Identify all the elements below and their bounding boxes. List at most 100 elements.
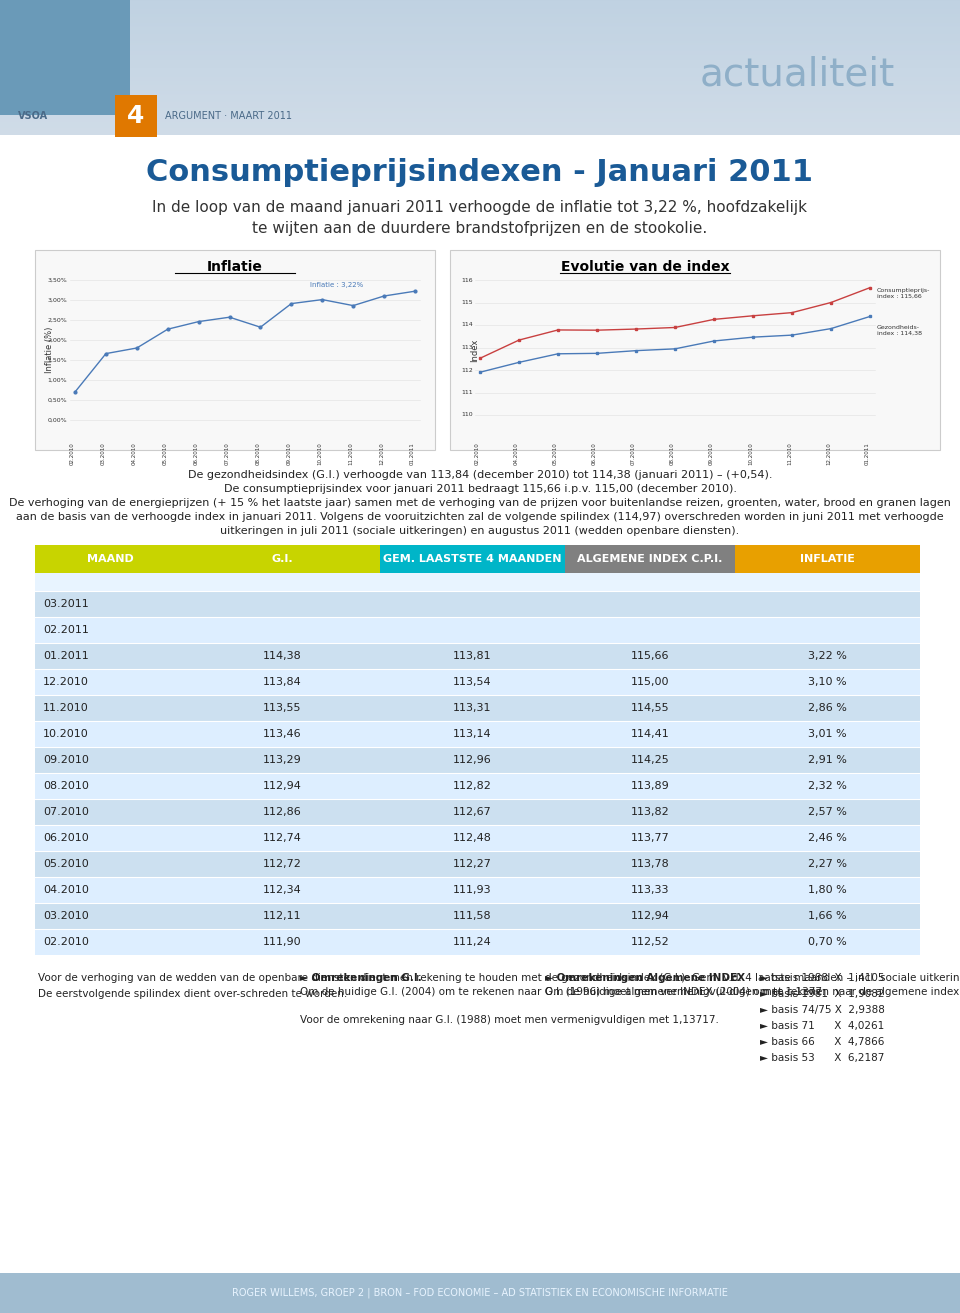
Text: 3,50%: 3,50% — [47, 277, 67, 282]
Text: 12.2010: 12.2010 — [379, 442, 384, 465]
Text: ► basis 74/75 X  2,9388: ► basis 74/75 X 2,9388 — [760, 1004, 885, 1015]
Text: MAAND: MAAND — [86, 554, 133, 565]
Text: ► basis 1988  X  1,4105: ► basis 1988 X 1,4105 — [760, 973, 884, 983]
Text: 2,27 %: 2,27 % — [808, 859, 847, 869]
Text: Om de huidige algemene INDEX (2004) om te rekenen naar de algemene index (1996) : Om de huidige algemene INDEX (2004) om t… — [545, 987, 960, 997]
Text: ► Omrekeningen G.I.: ► Omrekeningen G.I. — [300, 973, 421, 983]
Text: De consumptieprijsindex voor januari 2011 bedraagt 115,66 i.p.v. 115,00 (decembe: De consumptieprijsindex voor januari 201… — [224, 484, 736, 494]
Text: 113,84: 113,84 — [263, 678, 301, 687]
Bar — [185, 545, 380, 572]
Text: 112,74: 112,74 — [263, 832, 302, 843]
Bar — [35, 930, 920, 955]
Bar — [115, 95, 157, 137]
Text: VSOA: VSOA — [18, 112, 48, 121]
Text: G.I.: G.I. — [272, 554, 294, 565]
Bar — [35, 903, 920, 930]
Bar — [35, 877, 920, 903]
Text: 111,58: 111,58 — [453, 911, 492, 920]
Text: 09.2010: 09.2010 — [43, 755, 89, 765]
Text: 112,34: 112,34 — [263, 885, 301, 895]
Bar — [450, 249, 940, 450]
Text: 112,72: 112,72 — [263, 859, 302, 869]
Text: aan de basis van de verhoogde index in januari 2011. Volgens de vooruitzichten z: aan de basis van de verhoogde index in j… — [16, 512, 944, 523]
Text: In de loop van de maand januari 2011 verhoogde de inflatie tot 3,22 %, hoofdzake: In de loop van de maand januari 2011 ver… — [153, 200, 807, 236]
Text: ALGEMENE INDEX C.P.I.: ALGEMENE INDEX C.P.I. — [577, 554, 723, 565]
Bar — [35, 773, 920, 800]
Text: ► basis 66      X  4,7866: ► basis 66 X 4,7866 — [760, 1037, 884, 1046]
Text: 01.2011: 01.2011 — [865, 442, 870, 465]
Text: 113,29: 113,29 — [263, 755, 301, 765]
Text: ROGER WILLEMS, GROEP 2 | BRON – FOD ECONOMIE – AD STATISTIEK EN ECONOMISCHE INFO: ROGER WILLEMS, GROEP 2 | BRON – FOD ECON… — [232, 1288, 728, 1299]
Text: 10.2010: 10.2010 — [43, 729, 88, 739]
Text: actualiteit: actualiteit — [700, 55, 896, 93]
Bar — [0, 0, 130, 116]
Text: 11.2010: 11.2010 — [43, 702, 88, 713]
Text: 112,48: 112,48 — [453, 832, 492, 843]
Text: 05.2010: 05.2010 — [163, 442, 168, 465]
Bar — [0, 0, 960, 135]
Text: 01.2011: 01.2011 — [410, 442, 415, 465]
Text: Voor de omrekening naar G.I. (1988) moet men vermenigvuldigen met 1,13717.: Voor de omrekening naar G.I. (1988) moet… — [300, 1015, 719, 1025]
Text: 0,70 %: 0,70 % — [808, 937, 847, 947]
Text: 111,93: 111,93 — [453, 885, 492, 895]
Text: 01.2011: 01.2011 — [43, 651, 88, 660]
Bar — [35, 643, 920, 670]
Bar — [35, 747, 920, 773]
Text: 4: 4 — [128, 104, 145, 127]
Text: 09.2010: 09.2010 — [286, 442, 292, 465]
Text: 3,00%: 3,00% — [47, 298, 67, 302]
Text: Consumptieprijs-
index : 115,66: Consumptieprijs- index : 115,66 — [877, 288, 930, 299]
Bar — [35, 670, 920, 695]
Text: ► basis 71      X  4,0261: ► basis 71 X 4,0261 — [760, 1022, 884, 1031]
Text: 113,14: 113,14 — [453, 729, 492, 739]
Text: 114,55: 114,55 — [631, 702, 669, 713]
Text: 114,41: 114,41 — [631, 729, 669, 739]
Text: 02.2010: 02.2010 — [70, 442, 75, 465]
Text: 111,90: 111,90 — [263, 937, 301, 947]
Bar — [35, 545, 185, 572]
Text: 113,33: 113,33 — [631, 885, 669, 895]
Text: ► basis 53      X  6,2187: ► basis 53 X 6,2187 — [760, 1053, 884, 1064]
Text: 07.2010: 07.2010 — [225, 442, 229, 465]
Text: 112,67: 112,67 — [453, 807, 492, 817]
Bar — [35, 851, 920, 877]
Text: 02.2011: 02.2011 — [43, 625, 89, 635]
Text: Index: Index — [470, 339, 479, 361]
Text: 110: 110 — [462, 412, 473, 418]
Text: uitkeringen in juli 2011 (sociale uitkeringen) en augustus 2011 (wedden openbare: uitkeringen in juli 2011 (sociale uitker… — [221, 527, 739, 536]
Text: 05.2010: 05.2010 — [553, 442, 558, 465]
Text: INFLATIE: INFLATIE — [800, 554, 855, 565]
Text: 112,94: 112,94 — [631, 911, 669, 920]
Text: 1,00%: 1,00% — [47, 378, 67, 382]
Text: 2,32 %: 2,32 % — [808, 781, 847, 790]
Text: 116: 116 — [462, 277, 473, 282]
Bar — [35, 572, 920, 591]
Text: 2,57 %: 2,57 % — [808, 807, 847, 817]
Text: 06.2010: 06.2010 — [592, 442, 597, 465]
Bar — [35, 825, 920, 851]
Bar — [35, 249, 435, 450]
Text: 114,38: 114,38 — [263, 651, 301, 660]
Text: 05.2010: 05.2010 — [43, 859, 88, 869]
Text: 09.2010: 09.2010 — [709, 442, 714, 465]
Text: Inflatie (%): Inflatie (%) — [45, 327, 54, 373]
Text: 112,27: 112,27 — [453, 859, 492, 869]
Text: 113,82: 113,82 — [631, 807, 669, 817]
Bar — [35, 249, 435, 450]
Bar — [35, 800, 920, 825]
Text: 06.2010: 06.2010 — [194, 442, 199, 465]
Text: 06.2010: 06.2010 — [43, 832, 88, 843]
Text: Om de huidige G.I. (2004) om te rekenen naar G.I. (1996) moet men vermenigvul-di: Om de huidige G.I. (2004) om te rekenen … — [300, 987, 826, 997]
Text: 112,86: 112,86 — [263, 807, 301, 817]
Text: 113,81: 113,81 — [453, 651, 492, 660]
Bar — [380, 545, 565, 572]
Text: 114,25: 114,25 — [631, 755, 669, 765]
Text: 113,31: 113,31 — [453, 702, 492, 713]
Text: ► Omrekeningen Algemene INDEX: ► Omrekeningen Algemene INDEX — [545, 973, 745, 983]
Bar — [35, 591, 920, 617]
Text: 02.2010: 02.2010 — [43, 937, 89, 947]
Text: ARGUMENT · MAART 2011: ARGUMENT · MAART 2011 — [165, 112, 292, 121]
Text: GEM. LAASTSTE 4 MAANDEN: GEM. LAASTSTE 4 MAANDEN — [383, 554, 562, 565]
Text: 113,89: 113,89 — [631, 781, 669, 790]
Text: 113,78: 113,78 — [631, 859, 669, 869]
